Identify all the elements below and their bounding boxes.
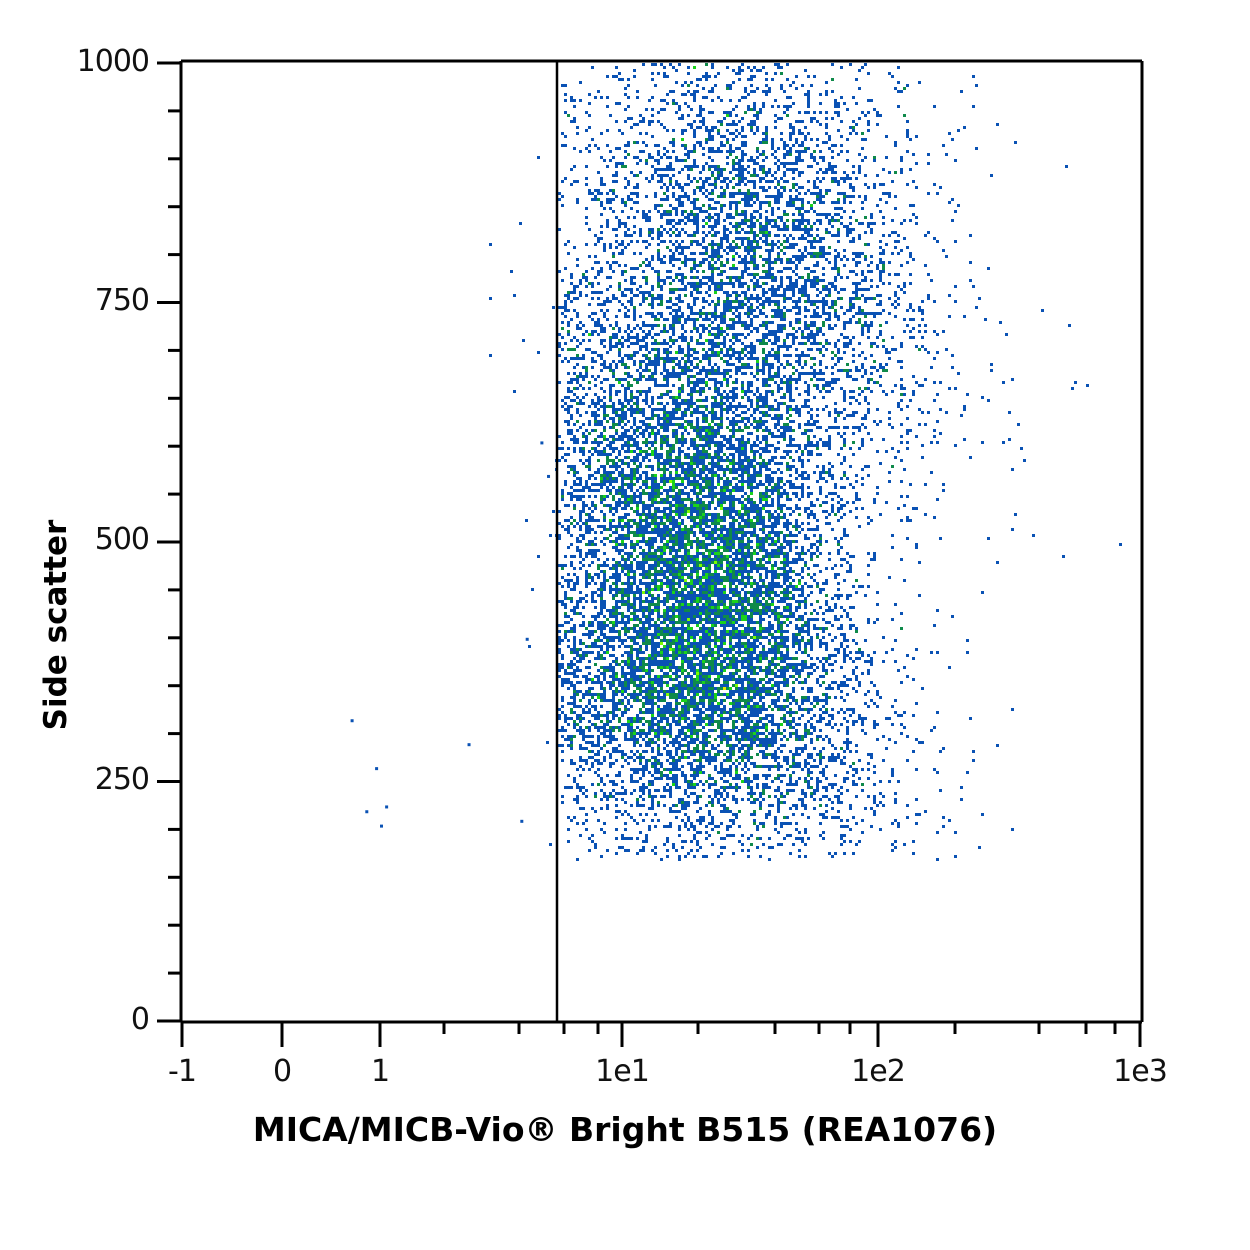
y-tick-label: 750 xyxy=(94,283,150,318)
y-tick-label: 500 xyxy=(94,522,150,557)
x-tick-label: 1e2 xyxy=(851,1054,906,1089)
x-tick-label: 1 xyxy=(370,1054,390,1089)
data-points xyxy=(350,63,1122,861)
x-tick-label: 1e1 xyxy=(595,1054,650,1089)
y-axis-title: Side scatter xyxy=(38,519,74,731)
x-tick-label: 1e3 xyxy=(1113,1054,1168,1089)
y-tick-label: 250 xyxy=(94,762,150,797)
y-tick-label: 1000 xyxy=(76,44,150,79)
x-axis-title: MICA/MICB-Vio® Bright B515 (REA1076) xyxy=(252,1110,998,1149)
x-tick-label: 0 xyxy=(272,1054,292,1089)
y-tick-label: 0 xyxy=(130,1002,150,1037)
axes xyxy=(157,59,1144,1047)
x-tick-label: -1 xyxy=(168,1054,197,1089)
